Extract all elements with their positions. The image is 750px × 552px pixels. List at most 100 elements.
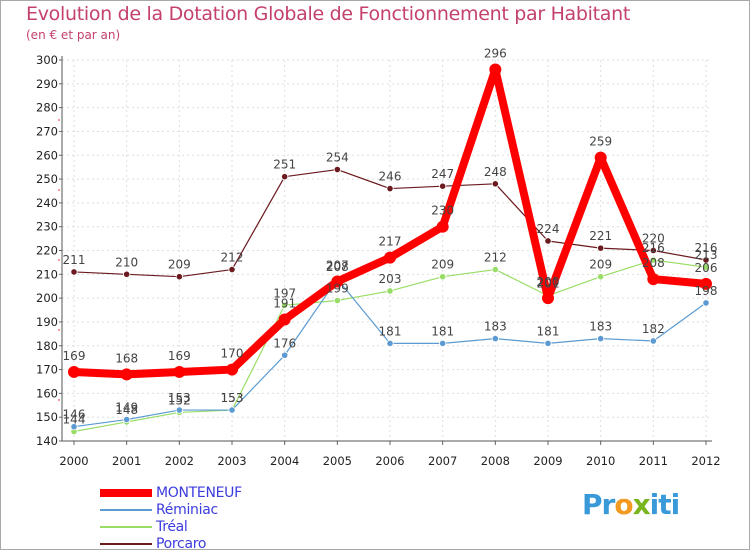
y-tick-label: 250 [36,172,58,186]
axes: 140 150 160 170 180 190 200 210 220 230 240 250 260 2… [36,53,721,468]
data-label-porcaro: 210 [115,255,138,269]
data-point-porcaro [281,173,289,181]
legend-label: Porcaro [156,535,207,552]
data-point-monteneuf [542,292,554,305]
data-label-treal: 152 [168,393,191,407]
data-point-monteneuf [647,273,660,286]
data-point-reminiac [281,351,289,359]
data-point-monteneuf [489,63,502,76]
series-group [68,63,712,436]
legend: MONTENEUF Réminiac Tréal Porcaro [100,484,242,552]
data-point-porcaro [649,246,657,255]
data-point-porcaro [386,184,394,193]
y-tick-label: 150 [36,410,58,424]
y-tick-label: 290 [36,77,58,91]
x-tick-label: 2002 [165,454,194,468]
data-point-treal [649,256,657,264]
data-label-treal: 213 [695,248,718,262]
data-point-reminiac [597,335,605,343]
x-tick-label: 2008 [481,454,510,468]
data-label-monteneuf: 208 [642,256,665,270]
data-label-porcaro: 247 [431,167,454,181]
data-label-monteneuf: 217 [379,235,402,249]
data-label-treal: 144 [63,412,86,426]
legend-label: Réminiac [156,501,218,518]
data-label-reminiac: 146 [63,408,86,422]
data-point-treal [333,296,341,305]
legend-item-reminiac: Réminiac [100,501,242,518]
y-tick-label: 140 [36,434,58,448]
y-tick-label: 210 [36,267,58,281]
data-point-monteneuf [331,275,344,288]
data-label-monteneuf: 168 [115,351,138,365]
data-label-reminiac: 198 [695,284,718,298]
data-point-reminiac [228,406,236,414]
data-point-porcaro [491,180,499,188]
data-point-reminiac [439,339,447,347]
legend-item-monteneuf: MONTENEUF [100,484,242,501]
logo-letter: i [670,488,681,521]
data-label-porcaro: 248 [484,165,507,179]
data-point-porcaro [333,165,341,174]
data-label-monteneuf: 191 [273,297,296,311]
data-label-porcaro: 209 [168,258,191,272]
data-point-monteneuf [120,368,133,381]
data-point-reminiac [702,299,710,307]
logo-letter: t [658,488,671,521]
data-point-porcaro [702,256,710,264]
x-tick-label: 2010 [586,454,615,468]
data-label-monteneuf: 169 [168,349,191,363]
data-point-monteneuf [594,151,607,164]
data-point-monteneuf [436,220,449,233]
grid [62,59,712,442]
data-point-reminiac [175,406,183,414]
data-point-porcaro [228,265,236,274]
data-point-porcaro [70,268,78,276]
data-point-reminiac [70,423,78,431]
data-point-treal [439,273,447,281]
data-label-treal: 209 [589,258,612,272]
legend-swatch [100,542,152,545]
data-label-treal: 209 [431,258,454,272]
data-label-reminiac: 181 [379,324,402,338]
logo-letter: P [582,488,603,521]
data-label-monteneuf: 296 [484,47,507,61]
data-point-porcaro [175,273,183,281]
y-tick-label: 230 [36,220,58,234]
data-point-porcaro [123,270,131,278]
data-label-porcaro: 221 [589,229,612,243]
data-point-monteneuf [384,251,396,264]
logo-letter: o [614,488,633,521]
data-point-monteneuf [173,365,186,378]
data-label-porcaro: 251 [273,158,296,172]
data-point-treal [702,263,710,271]
legend-swatch [100,525,152,528]
data-point-reminiac [386,339,394,347]
logo-letter: x [632,488,651,521]
x-tick-label: 2001 [112,454,141,468]
data-label-treal: 199 [326,282,349,296]
data-label-monteneuf: 230 [431,204,454,218]
data-label-reminiac: 182 [642,322,665,336]
data-point-reminiac [544,339,552,347]
legend-item-porcaro: Porcaro [100,535,242,552]
data-label-treal: 203 [379,272,402,286]
data-label-monteneuf: 170 [221,347,244,361]
data-label-monteneuf: 207 [326,258,349,272]
x-tick-label: 2006 [375,454,404,468]
data-label-porcaro: 220 [642,232,665,246]
data-point-monteneuf [278,313,291,326]
x-tick-label: 2011 [639,454,668,468]
chart-subtitle: (en € et par an) [26,28,121,42]
y-tick-label: 260 [36,148,58,162]
data-label-treal: 148 [115,403,138,417]
y-tick-label: 180 [36,339,58,353]
data-label-treal: 212 [484,251,507,265]
data-label-treal: 153 [221,391,244,405]
y-tick-label: 240 [36,196,58,210]
x-tick-label: 2009 [533,454,562,468]
data-point-monteneuf [226,363,238,376]
y-tick-label: 200 [36,291,58,305]
